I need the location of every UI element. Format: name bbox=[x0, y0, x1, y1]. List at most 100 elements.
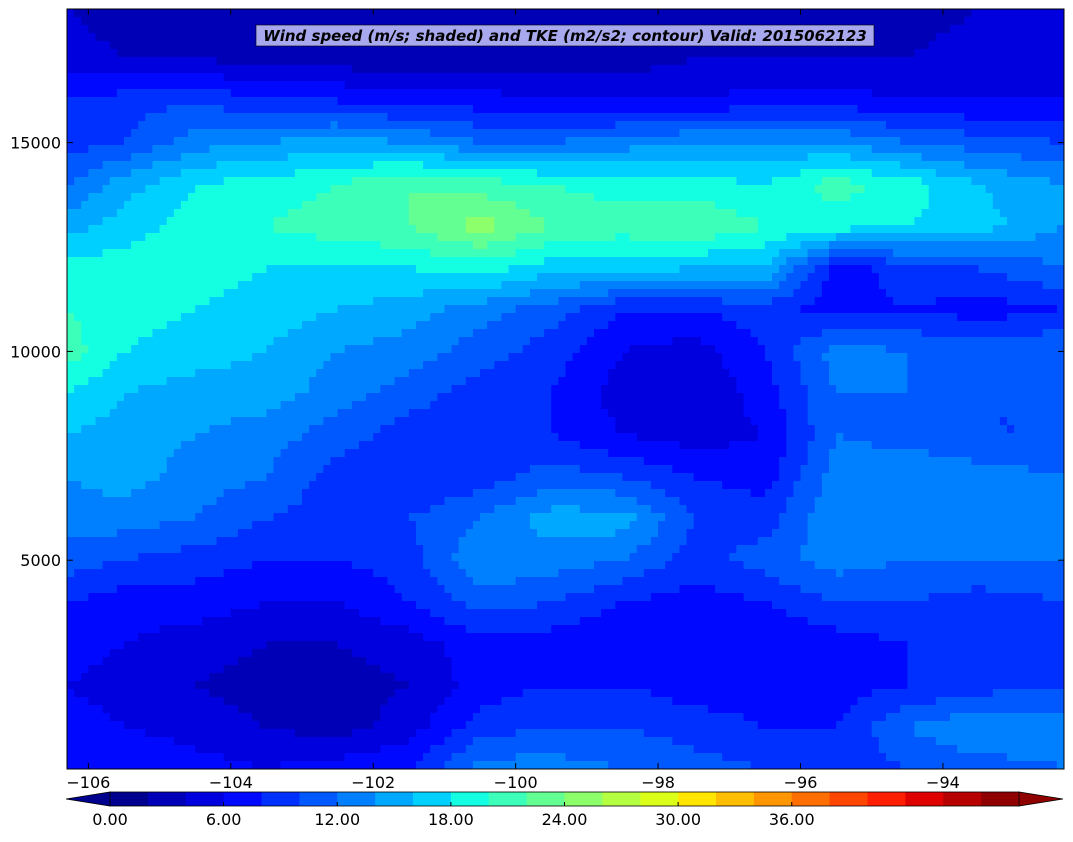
field-cell bbox=[472, 113, 481, 122]
field-cell bbox=[195, 33, 203, 42]
field-cell bbox=[537, 241, 545, 250]
field-cell bbox=[800, 257, 809, 266]
field-cell bbox=[337, 177, 346, 186]
field-cell bbox=[665, 9, 673, 18]
field-cell bbox=[885, 169, 894, 178]
field-cell bbox=[145, 177, 154, 186]
field-cell bbox=[907, 209, 916, 218]
field-cell bbox=[601, 257, 609, 266]
field-cell bbox=[793, 281, 802, 290]
field-cell bbox=[451, 81, 460, 90]
field-cell bbox=[430, 153, 438, 162]
field-cell bbox=[216, 169, 225, 178]
field-cell bbox=[572, 281, 581, 290]
field-cell bbox=[508, 169, 517, 178]
field-cell bbox=[907, 273, 916, 282]
field-cell bbox=[480, 65, 488, 74]
field-cell bbox=[700, 177, 709, 186]
field-cell bbox=[821, 217, 830, 226]
field-cell bbox=[309, 145, 317, 154]
field-cell bbox=[786, 105, 794, 114]
field-cell bbox=[615, 57, 624, 66]
field-cell bbox=[885, 185, 894, 194]
field-cell bbox=[444, 201, 453, 210]
field-cell bbox=[565, 89, 574, 98]
field-cell bbox=[88, 289, 97, 298]
field-cell bbox=[252, 65, 260, 74]
field-cell bbox=[330, 97, 339, 106]
field-cell bbox=[857, 193, 866, 202]
field-cell bbox=[202, 9, 211, 18]
field-cell bbox=[558, 137, 567, 146]
field-cell bbox=[942, 257, 951, 266]
field-cell bbox=[472, 249, 481, 258]
field-cell bbox=[836, 57, 844, 66]
field-cell bbox=[501, 81, 510, 90]
field-cell bbox=[636, 129, 645, 138]
field-cell bbox=[444, 49, 453, 58]
field-cell bbox=[928, 257, 937, 266]
field-cell bbox=[173, 113, 182, 122]
field-cell bbox=[266, 233, 275, 242]
field-cell bbox=[480, 273, 488, 282]
field-cell bbox=[245, 289, 253, 298]
field-cell bbox=[679, 257, 688, 266]
field-cell bbox=[273, 113, 282, 122]
field-cell bbox=[515, 105, 524, 114]
field-cell bbox=[871, 169, 880, 178]
field-cell bbox=[1056, 241, 1064, 250]
field-cell bbox=[864, 225, 873, 234]
field-cell bbox=[814, 281, 823, 290]
field-cell bbox=[166, 241, 175, 250]
field-cell bbox=[237, 137, 246, 146]
field-cell bbox=[764, 281, 773, 290]
field-cell bbox=[302, 257, 310, 266]
field-cell bbox=[942, 25, 951, 34]
field-cell bbox=[999, 49, 1008, 58]
field-cell bbox=[166, 113, 175, 122]
field-cell bbox=[337, 73, 346, 82]
field-cell bbox=[786, 185, 794, 194]
field-cell bbox=[893, 201, 901, 210]
field-cell bbox=[871, 129, 880, 138]
field-cell bbox=[672, 49, 681, 58]
field-cell bbox=[764, 97, 773, 106]
field-cell bbox=[679, 145, 688, 154]
field-cell bbox=[757, 97, 766, 106]
field-cell bbox=[337, 265, 346, 274]
field-cell bbox=[259, 65, 267, 74]
field-cell bbox=[736, 209, 745, 218]
field-cell bbox=[373, 121, 381, 130]
field-cell bbox=[558, 73, 567, 82]
field-cell bbox=[814, 121, 823, 130]
field-cell bbox=[601, 193, 609, 202]
field-cell bbox=[665, 129, 673, 138]
field-cell bbox=[408, 233, 417, 242]
field-cell bbox=[729, 201, 738, 210]
field-cell bbox=[316, 57, 324, 66]
field-cell bbox=[836, 185, 844, 194]
field-cell bbox=[551, 249, 559, 258]
field-cell bbox=[586, 89, 595, 98]
field-cell bbox=[95, 49, 104, 58]
field-cell bbox=[999, 233, 1008, 242]
field-cell bbox=[622, 9, 631, 18]
field-cell bbox=[1035, 81, 1044, 90]
field-cell bbox=[245, 217, 253, 226]
field-cell bbox=[978, 73, 987, 82]
field-cell bbox=[138, 41, 146, 50]
field-cell bbox=[223, 217, 232, 226]
field-cell bbox=[999, 201, 1008, 210]
field-cell bbox=[302, 169, 310, 178]
field-cell bbox=[558, 225, 567, 234]
field-cell bbox=[729, 289, 738, 298]
field-cell bbox=[992, 265, 1001, 274]
field-cell bbox=[316, 81, 324, 90]
field-cell bbox=[693, 225, 702, 234]
field-cell bbox=[351, 9, 360, 18]
field-cell bbox=[88, 161, 97, 170]
field-cell bbox=[551, 57, 559, 66]
field-cell bbox=[81, 209, 89, 218]
field-cell bbox=[472, 81, 481, 90]
field-cell bbox=[1056, 185, 1064, 194]
